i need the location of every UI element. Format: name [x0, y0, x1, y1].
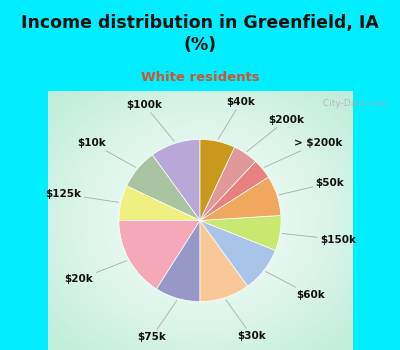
Text: $200k: $200k — [247, 115, 304, 152]
Text: $150k: $150k — [282, 233, 356, 245]
Text: $75k: $75k — [137, 301, 177, 342]
Wedge shape — [200, 139, 234, 220]
Wedge shape — [200, 177, 281, 220]
Text: $30k: $30k — [226, 300, 266, 341]
Text: $20k: $20k — [65, 261, 127, 284]
Wedge shape — [200, 215, 281, 250]
Wedge shape — [119, 186, 200, 220]
Wedge shape — [200, 147, 256, 220]
Wedge shape — [119, 220, 200, 289]
Wedge shape — [156, 220, 200, 302]
Wedge shape — [200, 161, 268, 220]
Text: > $200k: > $200k — [264, 138, 342, 167]
Text: $60k: $60k — [266, 272, 325, 300]
Text: $10k: $10k — [78, 138, 136, 167]
Wedge shape — [200, 220, 275, 286]
Wedge shape — [200, 220, 248, 302]
Text: White residents: White residents — [141, 71, 259, 84]
Text: $40k: $40k — [218, 97, 256, 139]
Text: $125k: $125k — [45, 189, 119, 202]
Wedge shape — [152, 139, 200, 220]
Text: Income distribution in Greenfield, IA
(%): Income distribution in Greenfield, IA (%… — [21, 14, 379, 54]
Text: $50k: $50k — [279, 178, 344, 195]
Wedge shape — [127, 155, 200, 220]
Text: $100k: $100k — [126, 100, 174, 141]
Text: City-Data.com: City-Data.com — [320, 99, 388, 108]
